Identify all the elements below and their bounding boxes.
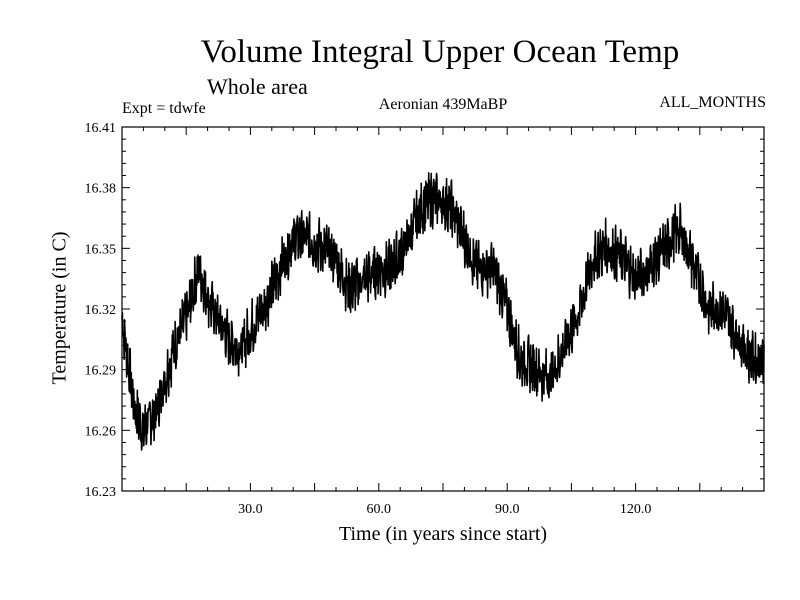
period-label: Aeronian 439MaBP [378,96,508,113]
chart-title: Volume Integral Upper Ocean Temp [200,34,680,70]
x-tick-label: 90.0 [495,502,520,517]
x-tick-label: 30.0 [238,502,263,517]
y-tick-label: 16.29 [85,364,117,379]
y-tick-label: 16.41 [85,121,117,136]
series-line [121,172,765,451]
y-tick-label: 16.32 [85,303,117,318]
y-tick-label: 16.38 [85,182,117,197]
experiment-label: Expt = tdwfe [122,100,206,117]
y-tick-label: 16.35 [85,242,117,257]
y-tick-label: 16.26 [85,424,117,439]
axis-ticks: 16.23 16.26 16.29 16.32 16.35 16.38 16.41 30.0 6… [85,121,764,517]
months-label: ALL_MONTHS [659,94,766,111]
y-tick-label: 16.23 [85,485,117,500]
x-tick-label: 120.0 [620,502,652,517]
x-axis-label: Time (in years since start) [338,523,548,545]
x-tick-label: 60.0 [367,502,392,517]
series-group [121,172,765,451]
chart-subtitle: Whole area [207,74,308,99]
plot-frame [121,126,765,492]
